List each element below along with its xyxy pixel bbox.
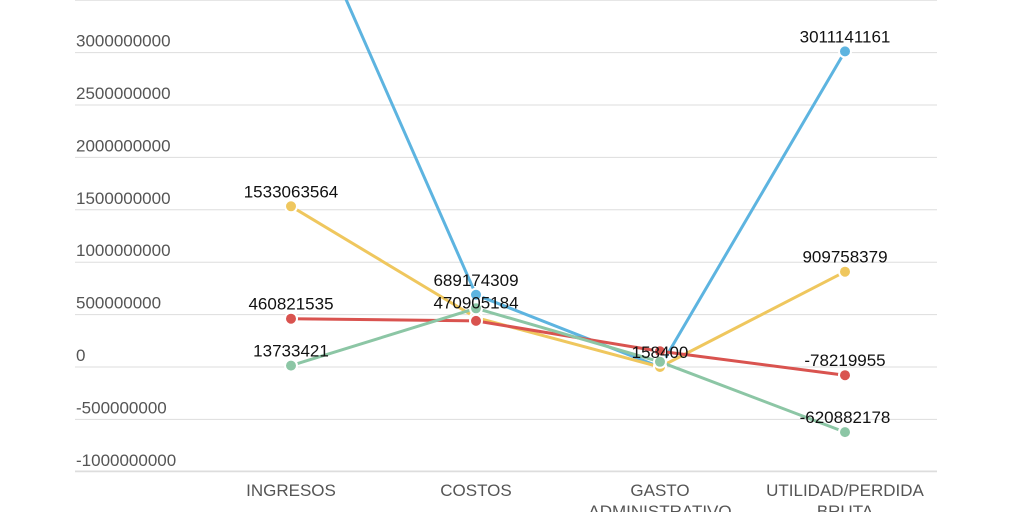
data-label: 1533063564 [244,182,339,201]
y-tick-label: 0 [76,346,85,365]
data-points [284,44,852,440]
y-tick-label: 3000000000 [76,32,171,51]
series-line-0 [344,0,847,369]
data-point [284,199,298,214]
data-label: 158400 [632,343,689,362]
x-tick-label: GASTO ADMINISTRATIVO [588,481,731,512]
data-point [838,425,852,440]
data-point [284,311,298,326]
series-line-1 [290,205,846,369]
x-tick-label: INGRESOS [246,481,336,500]
data-label: 470905184 [433,294,518,313]
y-axis-labels: 3000000000 2500000000 2000000000 1500000000… [76,32,176,470]
y-tick-label: 2500000000 [76,84,171,103]
data-label: 3011141161 [800,27,891,46]
series-lines [290,0,847,434]
y-tick-label: 2000000000 [76,136,171,155]
data-label: 689174309 [433,271,518,290]
data-point [653,354,667,369]
data-label: -78219955 [804,351,885,370]
x-tick-label: COSTOS [440,481,511,500]
data-point [469,313,483,328]
y-tick-label: 500000000 [76,294,161,313]
data-label: 13733421 [253,342,329,361]
data-point [284,358,298,373]
data-point [469,301,483,316]
y-tick-label: -500000000 [76,398,167,417]
y-tick-label: -1000000000 [76,451,176,470]
data-point [838,368,852,383]
gridlines [75,0,937,473]
series-line-3 [290,306,846,434]
y-tick-label: 1000000000 [76,241,171,260]
data-labels: 689174309 3011141161 1533063564 470905184 15… [244,27,891,427]
data-point [469,287,483,302]
x-tick-label: UTILIDAD/PERDIDA BRUTA [766,481,924,512]
data-point [838,264,852,279]
data-label: 909758379 [802,248,887,267]
x-axis-labels: INGRESOS COSTOS GASTO ADMINISTRATIVO UTILIDA… [246,481,924,517]
data-point [838,44,852,59]
data-label: 460821535 [248,295,333,314]
y-tick-label: 1500000000 [76,189,171,208]
data-label: -620882178 [800,408,891,427]
